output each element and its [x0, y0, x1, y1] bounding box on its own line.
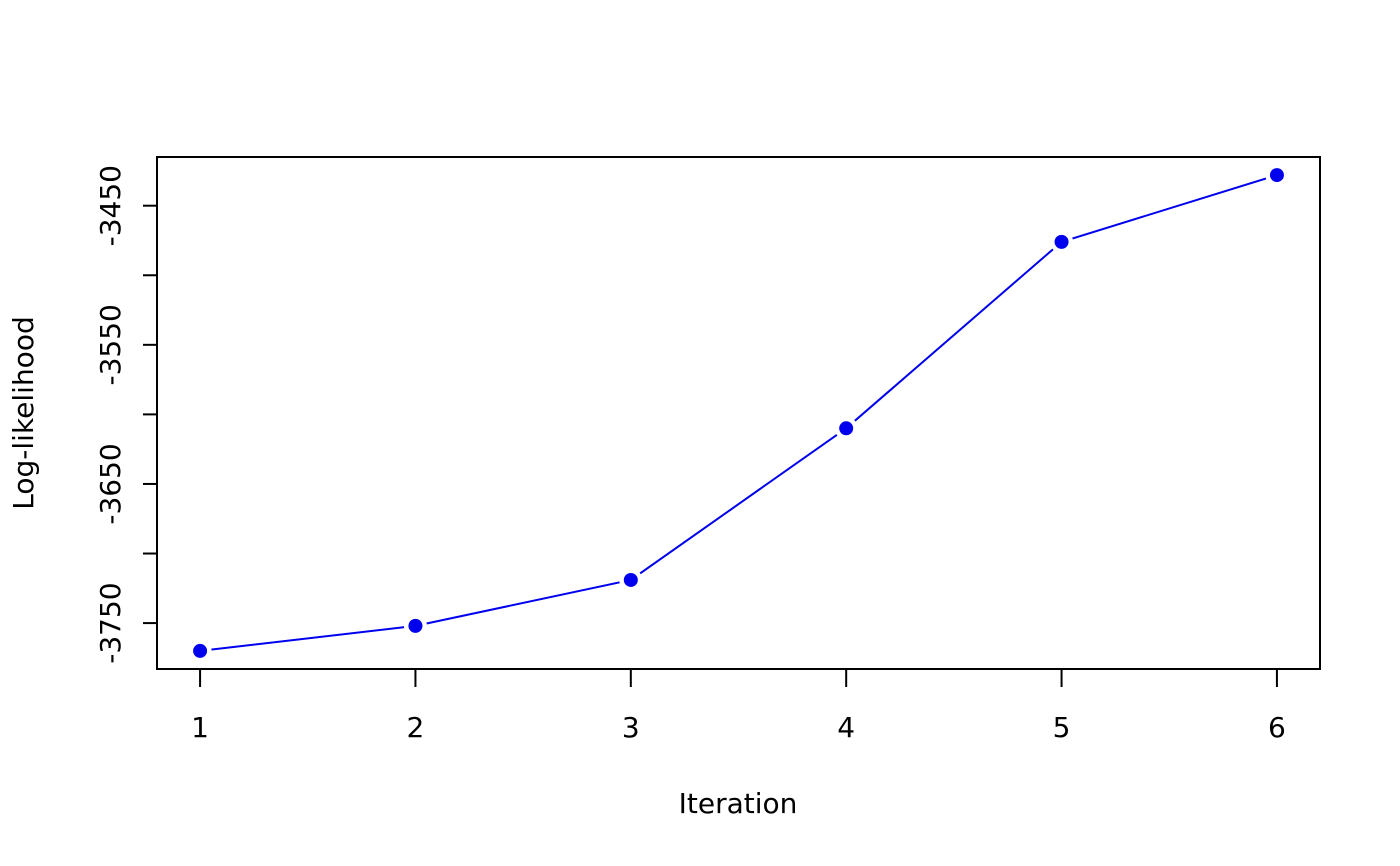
point	[1050, 230, 1074, 254]
x-tick-label: 2	[407, 711, 425, 744]
x-tick-label: 1	[191, 711, 209, 744]
x-tick-label: 5	[1053, 711, 1071, 744]
point	[834, 416, 858, 440]
point	[403, 614, 427, 638]
plot-frame	[156, 156, 1321, 670]
point	[188, 639, 212, 663]
x-axis-label: Iteration	[679, 787, 798, 820]
y-axis-label: Log-likelihood	[7, 316, 40, 509]
y-tick-label: -3450	[94, 165, 127, 246]
line	[199, 174, 1278, 652]
y-tick-label: -3550	[94, 304, 127, 385]
y-tick-label: -3750	[94, 582, 127, 663]
point	[1265, 163, 1289, 187]
x-tick-label: 6	[1268, 711, 1286, 744]
x-tick-label: 3	[622, 711, 640, 744]
point	[619, 568, 643, 592]
x-tick-label: 4	[837, 711, 855, 744]
y-tick-label: -3650	[94, 443, 127, 524]
